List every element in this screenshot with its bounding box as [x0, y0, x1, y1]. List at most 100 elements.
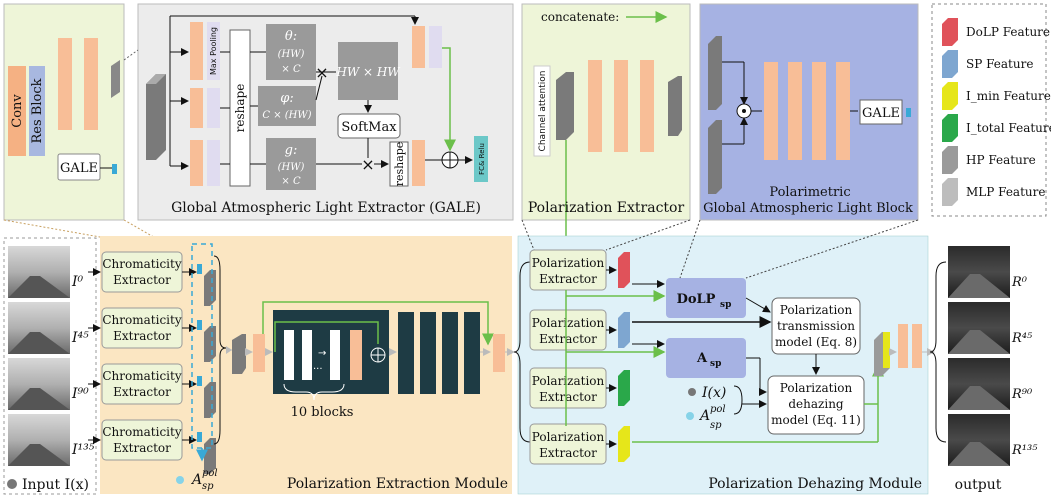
gale-block: [57, 153, 101, 181]
a-sp-feature: [197, 320, 202, 330]
road-shape: [948, 442, 1010, 466]
fc-relu-label: FC& Relu: [478, 143, 486, 175]
road-shape: [8, 388, 70, 410]
chromaticity-label: Chromaticity: [102, 369, 181, 383]
legend-swatch: [942, 178, 958, 206]
phi-label: φ:: [280, 91, 293, 106]
pe-label: Extractor: [539, 390, 597, 404]
chromaticity-label: Extractor: [113, 441, 171, 455]
dolp-label: DoLP: [677, 292, 716, 307]
pol-feature-cube: [618, 312, 630, 348]
a-sp-feature: [197, 264, 202, 274]
chromaticity-label: Chromaticity: [102, 425, 181, 439]
theta-label: θ:: [285, 29, 297, 44]
pem-caption: Polarization Extraction Module: [287, 476, 508, 492]
concatenate-label: concatenate:: [541, 10, 619, 24]
output-label: R⁹⁰: [1011, 387, 1033, 402]
a-sp-pol-label: A: [190, 472, 202, 488]
gale-caption: Global Atmospheric Light Extractor (GALE…: [171, 200, 481, 216]
chromaticity-label: Extractor: [113, 329, 171, 343]
road-shape: [8, 444, 70, 466]
road-shape: [948, 386, 1010, 410]
hw-matrix-box: [338, 42, 398, 100]
dolp-sub: sp: [720, 300, 731, 310]
pe-caption: Polarization Extractor: [528, 200, 685, 216]
legend-label: SP Feature: [966, 57, 1033, 71]
input-label: I⁰: [71, 274, 84, 290]
output-label: R¹³⁵: [1011, 443, 1038, 458]
a-sp-pol-sub: sp: [202, 481, 214, 492]
chromaticity-label: Extractor: [113, 273, 171, 287]
asp-sub: sp: [710, 359, 721, 369]
ix-label: I(x): [701, 385, 726, 401]
softmax-box: [337, 113, 401, 139]
asp-label: A: [696, 351, 708, 366]
pgal-gale-block: [859, 99, 903, 125]
pgal-caption-2: Global Atmospheric Light Block: [703, 201, 913, 216]
pe-label: Polarization: [532, 256, 605, 270]
g-label: g:: [285, 143, 298, 158]
chromaticity-label: Chromaticity: [102, 257, 181, 271]
road-shape: [948, 330, 1010, 354]
svg-text:→: →: [318, 348, 326, 359]
feature-block: [84, 38, 98, 130]
pol-feature-cube: [618, 426, 630, 462]
hp-feature-cube: [204, 438, 216, 474]
conv-block: [8, 66, 26, 156]
transmission-line1: Polarization: [780, 303, 853, 317]
pol-feature-cube: [618, 252, 630, 288]
hp-feature-cube: [204, 326, 216, 362]
res-block-label: Res Block: [30, 78, 45, 143]
input-label: I¹³⁵: [71, 442, 95, 458]
hp-feature: [111, 60, 120, 98]
channel-attention-block: [533, 65, 551, 157]
gale-output-feature: [112, 164, 117, 174]
input-legend-dot: [7, 479, 17, 489]
legend: DoLP Feature SP Feature I_min Feature I_tot…: [931, 3, 1051, 217]
legend-swatch: [942, 18, 958, 46]
dehazing-model-box: [767, 375, 865, 435]
res-block: [29, 66, 45, 156]
theta-dim2: × C: [281, 64, 301, 75]
polarization-extractor-panel: concatenate: Channel attention Polarizat…: [521, 3, 691, 248]
phi-dim: C × (HW): [262, 110, 311, 121]
svg-text:···: ···: [313, 364, 323, 375]
hp-feature-cube: [204, 270, 216, 306]
pe-label: Polarization: [532, 316, 605, 330]
pe-label: Polarization: [532, 374, 605, 388]
legend-label: HP Feature: [966, 153, 1036, 167]
input-legend-label: Input I(x): [22, 477, 89, 493]
g-dim: (HW): [278, 162, 305, 173]
legend-label: DoLP Feature: [966, 25, 1050, 39]
pgal-gale-label: GALE: [862, 106, 900, 121]
legend-label: I_min Feature: [966, 89, 1051, 103]
gale-detail-panel: Max Pooling reshape θ: (HW) × C φ: C × (…: [137, 3, 514, 221]
pe-label: Extractor: [539, 272, 597, 286]
a-sp-feature: [197, 376, 202, 386]
dehazing-line1: Polarization: [780, 381, 853, 395]
input-label: I⁴⁵: [71, 330, 89, 346]
output-caption: output: [955, 477, 1002, 493]
input-feature-cube: [146, 74, 166, 160]
a-sp-box: [666, 338, 746, 378]
multiply-icon: ×: [315, 63, 328, 82]
gale-label: GALE: [60, 161, 98, 176]
g-box: [266, 138, 316, 190]
reshape2-label: reshape: [393, 142, 406, 187]
softmax-label: SoftMax: [341, 120, 397, 135]
multiply-icon-2: ×: [361, 155, 374, 174]
pe-label: Polarization: [532, 430, 605, 444]
road-shape: [8, 276, 70, 298]
conv-label: Conv: [10, 94, 25, 128]
transmission-line2: transmission: [777, 319, 855, 333]
asp-pol-sub-pdm: sp: [710, 420, 722, 431]
legend-swatch: [942, 146, 958, 174]
ix-dot: [688, 388, 696, 396]
pgal-block-panel: GALE Polarimetric Global Atmospheric Lig…: [699, 3, 919, 221]
theta-box: [266, 24, 316, 80]
hw-matrix-label: HW × HW: [335, 65, 401, 79]
road-shape: [948, 274, 1010, 298]
hp-feature-cube: [204, 382, 216, 418]
a-sp-pol-sup: pol: [202, 468, 218, 479]
